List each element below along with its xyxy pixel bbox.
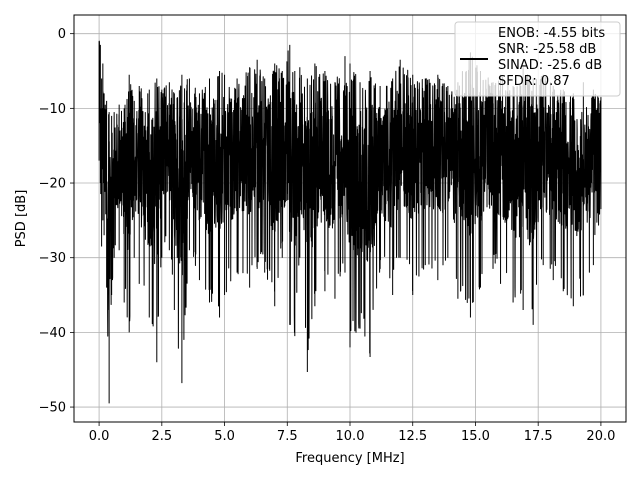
x-tick-label: 20.0 [586, 429, 615, 444]
legend-enob: ENOB: -4.55 bits [498, 26, 605, 41]
y-tick-label: −10 [39, 102, 66, 117]
legend-box [454, 21, 621, 97]
x-tick-label: 0.0 [89, 429, 110, 444]
x-tick-label: 15.0 [461, 429, 490, 444]
legend-sfdr: SFDR: 0.87 [498, 74, 570, 89]
y-axis-ticks: 0 −10 −20 −30 −40 −50 [39, 27, 74, 416]
x-tick-label: 17.5 [524, 429, 553, 444]
x-tick-label: 7.5 [277, 429, 298, 444]
x-axis-label: Frequency [MHz] [295, 451, 404, 466]
x-tick-label: 5.0 [214, 429, 235, 444]
legend: ENOB: -4.55 bits SNR: -25.58 dB SINAD: -… [454, 21, 621, 97]
legend-sinad: SINAD: -25.6 dB [498, 58, 602, 73]
y-tick-label: −50 [39, 401, 66, 416]
series-layer [98, 40, 602, 404]
psd-series-line [98, 40, 602, 404]
x-axis-ticks: 0.0 2.5 5.0 7.5 10.0 12.5 15.0 17.5 20.0 [89, 422, 615, 444]
x-tick-label: 2.5 [151, 429, 172, 444]
y-axis-label: PSD [dB] [14, 190, 29, 248]
legend-snr: SNR: -25.58 dB [498, 42, 596, 57]
x-tick-label: 12.5 [398, 429, 427, 444]
y-tick-label: −20 [39, 177, 66, 192]
y-tick-label: −30 [39, 251, 66, 266]
y-tick-label: 0 [58, 27, 66, 42]
x-tick-label: 10.0 [336, 429, 365, 444]
y-tick-label: −40 [39, 326, 66, 341]
